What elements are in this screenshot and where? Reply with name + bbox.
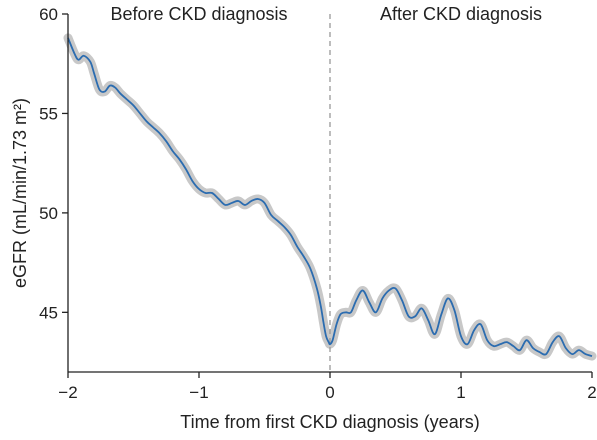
series-line-layer xyxy=(67,37,593,357)
annotation-after-diagnosis: After CKD diagnosis xyxy=(380,4,542,24)
annotation-before-diagnosis: Before CKD diagnosis xyxy=(110,4,287,24)
axes-layer: −2 −1 0 1 2 45 50 55 60 xyxy=(39,5,597,402)
y-tick-label: 45 xyxy=(39,303,58,322)
chart-text-layer: Time from first CKD diagnosis (years) eG… xyxy=(10,4,542,432)
x-tick-label: −2 xyxy=(58,383,77,402)
egfr-series-line xyxy=(67,37,593,357)
x-axis-label: Time from first CKD diagnosis (years) xyxy=(180,412,479,432)
y-axis-label: eGFR (mL/min/1.73 m²) xyxy=(10,98,30,288)
y-tick-label: 55 xyxy=(39,104,58,123)
y-tick-label: 60 xyxy=(39,5,58,24)
x-tick-label: −1 xyxy=(189,383,208,402)
x-tick-label: 1 xyxy=(456,383,465,402)
x-tick-label: 2 xyxy=(587,383,596,402)
x-tick-label: 0 xyxy=(325,383,334,402)
y-tick-label: 50 xyxy=(39,204,58,223)
